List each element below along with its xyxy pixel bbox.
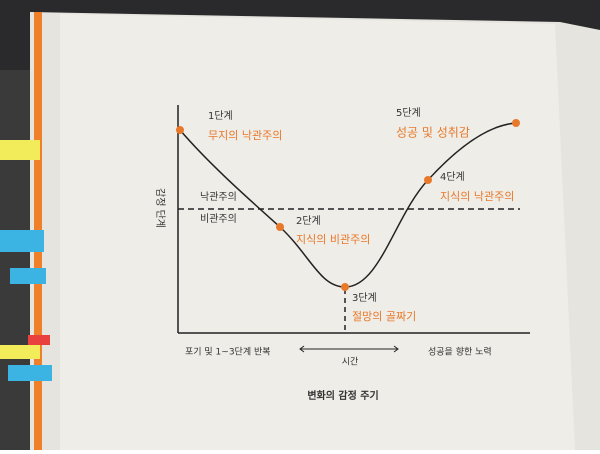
x-axis-left: 포기 및 1~3단계 반복 [185,346,271,358]
stage-label: 무지의 낙관주의 [208,129,282,142]
caption: 변화의 감정 주기 [307,389,378,402]
stage-label: 절망의 골짜기 [352,310,416,323]
stage-points [176,119,520,291]
level-label: 비관주의 [200,213,237,225]
tab [0,140,40,160]
stage-step: 1단계 [208,110,233,122]
arrow-heads [299,345,399,353]
page-inner [60,14,575,450]
stage-label: 지식의 낙관주의 [440,190,514,203]
point [276,223,284,231]
stage-step: 2단계 [296,215,321,227]
point [176,126,184,134]
y-axis-label: 감정 단계 [154,188,166,228]
level-label: 낙관주의 [200,191,237,203]
point [424,176,432,184]
stage-step: 4단계 [440,171,465,183]
tab [28,335,50,345]
tab [10,268,46,284]
stage-label: 성공 및 성취감 [396,126,470,140]
tab [0,230,44,252]
tab [8,365,52,381]
stage-step: 5단계 [396,107,421,119]
tab [0,345,40,359]
x-axis-center: 시간 [342,357,359,368]
stage-label: 지식의 비관주의 [296,233,370,246]
point [341,283,349,291]
x-axis-right: 성공을 향한 노력 [428,346,492,358]
point [512,119,520,127]
stage-step: 3단계 [352,292,377,304]
